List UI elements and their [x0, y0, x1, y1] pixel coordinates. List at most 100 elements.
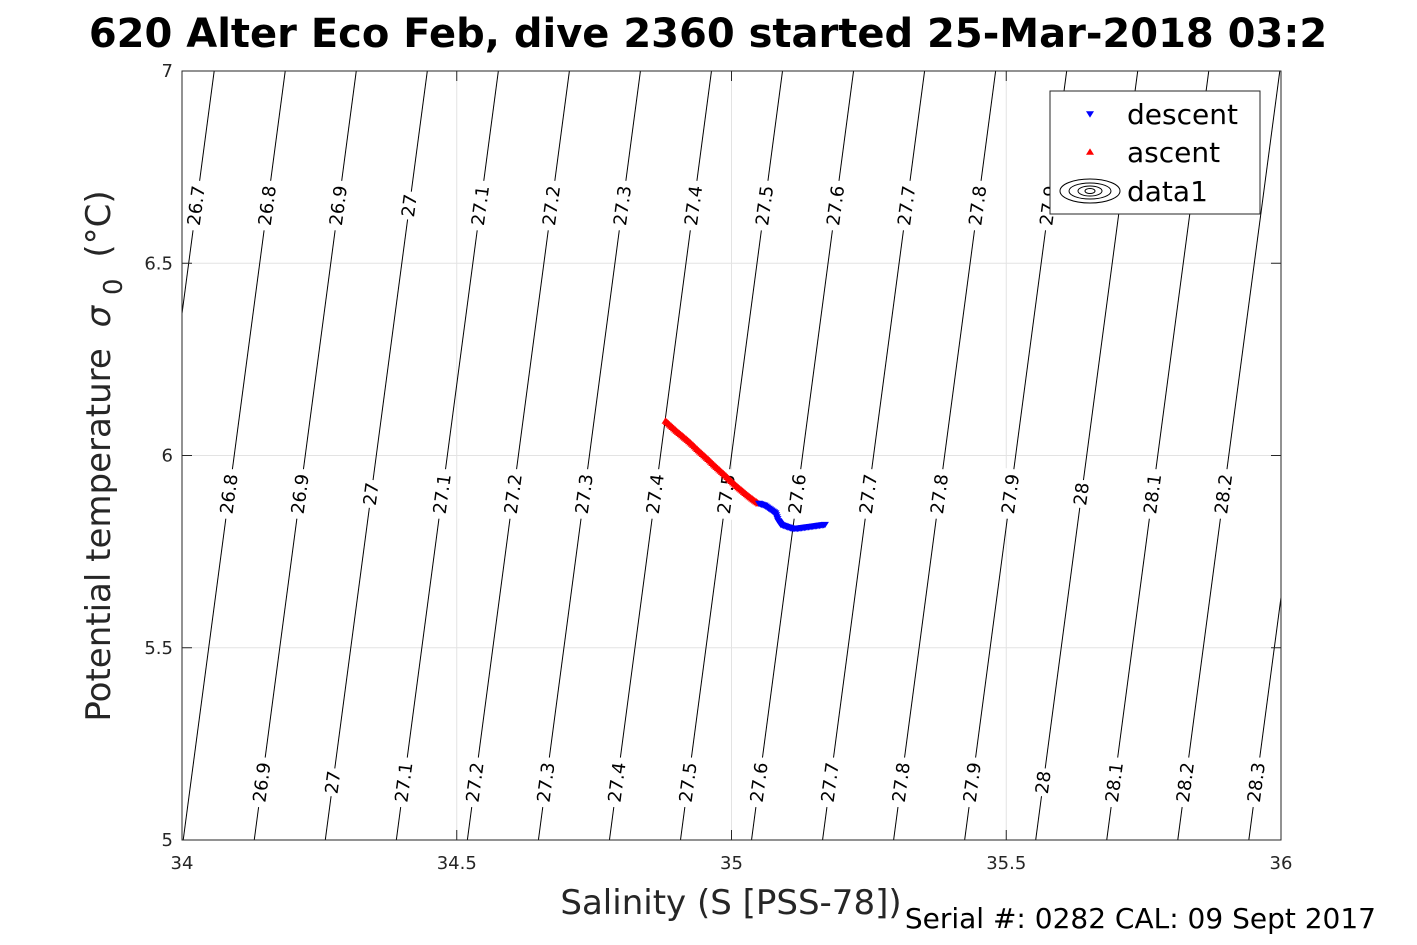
contour-label-bg [750, 179, 779, 232]
y-axis-label-group: Potential temperature σ 0 (°C) [79, 190, 129, 721]
contour-label-group: 27.6 [744, 756, 774, 809]
contour-label-group: 27 [396, 190, 423, 221]
contour-label-group: 27.2 [537, 179, 566, 232]
contour-label-bg [466, 179, 495, 232]
legend-descent-marker [1086, 111, 1094, 118]
contour-icon [1059, 178, 1121, 204]
y-tick-label: 7 [162, 61, 173, 82]
contour-label-group: 27.4 [602, 756, 632, 809]
contour-label-bg [1138, 467, 1167, 521]
contour-label-group: 28.2 [1209, 467, 1238, 521]
contour-label-bg [673, 756, 703, 809]
legend: descent ascent data1 [1049, 90, 1261, 215]
contour-icon-ring [1059, 178, 1121, 204]
contour-label-group: 27 [358, 478, 384, 510]
contour-label: 27.5 [676, 761, 702, 803]
contour-label-group: 26.9 [324, 179, 353, 232]
contour-label-group: 27.8 [925, 467, 954, 521]
x-axis-label: Salinity (S [PSS-78]) [560, 883, 901, 923]
contour-label-bg [460, 756, 490, 809]
contour-label-bg [963, 179, 992, 232]
contour-label-bg [531, 756, 561, 809]
serial-cal-footer: Serial #: 0282 CAL: 09 Sept 2017 [905, 902, 1376, 935]
contour-label-bg [816, 756, 845, 809]
contour-label-group: 27.1 [389, 756, 419, 809]
contour-label-group: 26.7 [182, 179, 211, 232]
legend-label-ascent: ascent [1127, 136, 1220, 169]
contour-label: 27.6 [747, 761, 773, 803]
contour-label-bg [679, 179, 708, 232]
isopycnal-line [1248, 593, 1281, 840]
contour-label-group: 26.9 [247, 756, 277, 809]
contour-label-bg [285, 467, 315, 521]
contour-label: 27.2 [539, 184, 565, 226]
contour-label: 27.7 [856, 473, 882, 515]
contour-label-bg [1068, 478, 1095, 510]
contour-label-bg [887, 756, 916, 809]
contour-label-bg [396, 190, 423, 221]
x-tick-label: 35 [720, 853, 743, 874]
contour-label-bg [1242, 756, 1271, 809]
contour-label: 27.3 [572, 473, 598, 515]
contour-label-bg [1209, 467, 1238, 521]
contour-label: 27.2 [462, 761, 488, 803]
contour-label-group: 27.6 [783, 467, 812, 521]
x-tick-label: 34.5 [437, 853, 477, 874]
y-tick-label: 5 [162, 830, 173, 851]
contour-label-bg [1171, 756, 1200, 809]
contour-label: 28.2 [1173, 761, 1199, 803]
contour-label: 28.3 [1244, 761, 1270, 803]
contour-label-group: 28 [1068, 478, 1095, 510]
contour-label: 27.9 [960, 761, 986, 803]
data-series [661, 417, 829, 533]
contour-label-group: 28.2 [1171, 756, 1200, 809]
contour-label-group: 26.8 [253, 179, 282, 232]
contour-label: 27.8 [927, 473, 953, 515]
contour-label: 27.2 [501, 473, 527, 515]
contour-label-group: 27.8 [887, 756, 916, 809]
contour-label-group: 28.1 [1100, 756, 1129, 809]
contour-labels: 26.7 26.8 26.9 27 27.1 27.2 27.3 27.4 27.5 27.6 27… [182, 179, 1271, 809]
contour-label: 28.2 [1211, 473, 1237, 515]
contour-label-bg [892, 179, 921, 232]
contour-label-group: 27.4 [679, 179, 708, 232]
legend-box [1049, 90, 1261, 215]
contour-label-bg [253, 179, 282, 232]
contour-label-bg [821, 179, 850, 232]
contour-label-group: 27.8 [963, 179, 992, 232]
legend-label-descent: descent [1127, 98, 1238, 131]
contour-label: 27.4 [643, 473, 669, 515]
contour-label-group: 27.1 [428, 467, 457, 521]
contour-label-bg [602, 756, 632, 809]
contour-label: 28 [1032, 770, 1056, 795]
contour-label-bg [389, 756, 419, 809]
contour-label-bg [1100, 756, 1129, 809]
contour-label: 26.9 [326, 184, 352, 226]
contour-label-group: 27.3 [531, 756, 561, 809]
contour-label-bg [996, 467, 1025, 521]
contour-label: 27.4 [605, 761, 631, 803]
contour-label-bg [783, 467, 812, 521]
contour-label-group: 27.9 [958, 756, 987, 809]
isopycnal-line [1391, 71, 1417, 840]
contour-label-group: 26.9 [285, 467, 315, 521]
contour-label-group: 27.4 [641, 467, 670, 521]
x-tick-label: 35.5 [986, 853, 1026, 874]
contour-label: 27 [360, 481, 384, 506]
contour-label: 27.6 [823, 184, 849, 226]
contour-label-bg [214, 467, 244, 521]
contour-label-group: 27.2 [499, 467, 528, 521]
contour-label: 27.9 [998, 473, 1024, 515]
contour-label-bg [958, 756, 987, 809]
isopycnal-line [1320, 71, 1417, 840]
contour-label-group: 27.9 [996, 467, 1025, 521]
contour-label: 26.8 [255, 184, 281, 226]
contour-label: 27.5 [752, 184, 778, 226]
contour-label: 27.7 [818, 761, 844, 803]
series-descent [754, 500, 829, 533]
contour-label-bg [608, 179, 637, 232]
contour-label: 27.3 [610, 184, 636, 226]
contour-label-bg [358, 478, 384, 510]
contour-label: 27.1 [468, 184, 494, 226]
